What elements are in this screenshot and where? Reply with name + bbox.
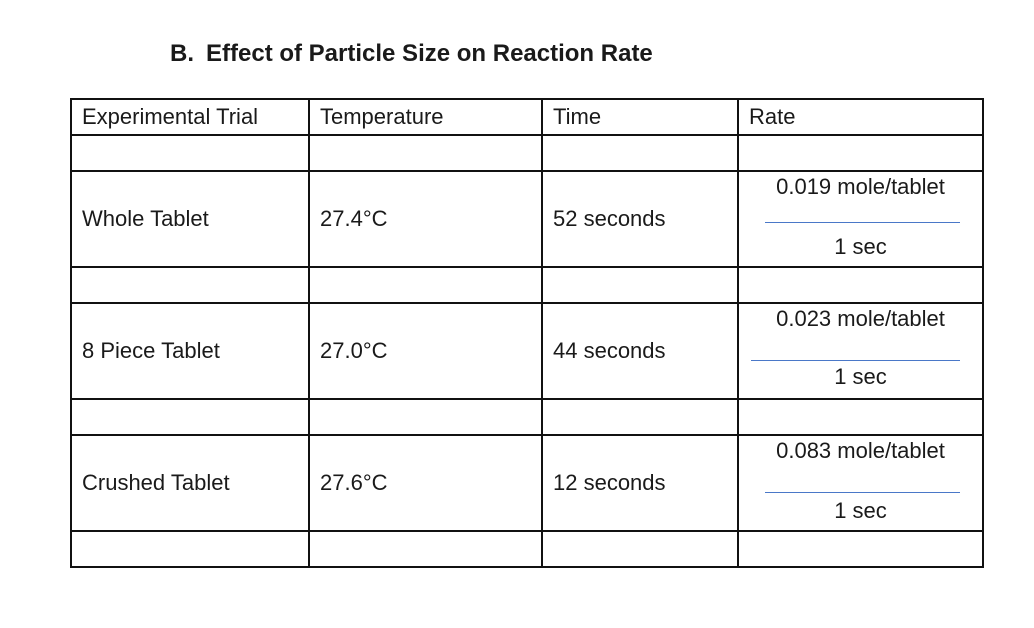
time-cell: 52 seconds xyxy=(541,170,739,268)
rate-fraction: 0.023 mole/tablet 1 sec xyxy=(749,305,972,397)
empty-cell xyxy=(737,134,984,172)
empty-cell xyxy=(737,266,984,304)
empty-cell xyxy=(308,398,543,436)
fraction-line xyxy=(751,360,960,361)
rate-numerator: 0.019 mole/tablet xyxy=(776,174,945,199)
header-temperature: Temperature xyxy=(308,98,543,136)
trial-cell: Whole Tablet xyxy=(70,170,310,268)
rate-denominator: 1 sec xyxy=(834,364,887,389)
temperature-cell: 27.4°C xyxy=(308,170,543,268)
empty-cell xyxy=(737,398,984,436)
empty-cell xyxy=(541,530,739,568)
empty-cell xyxy=(308,530,543,568)
rate-denominator: 1 sec xyxy=(834,498,887,523)
empty-cell xyxy=(541,134,739,172)
empty-cell xyxy=(308,134,543,172)
empty-cell xyxy=(70,134,310,172)
rate-numerator: 0.023 mole/tablet xyxy=(776,306,945,331)
header-rate: Rate xyxy=(737,98,984,136)
header-time: Time xyxy=(541,98,739,136)
empty-cell xyxy=(308,266,543,304)
rate-fraction: 0.019 mole/tablet 1 sec xyxy=(749,173,972,265)
table-row-whole-tablet: Whole Tablet 27.4°C 52 seconds 0.019 mol… xyxy=(70,170,984,268)
table-header-row: Experimental Trial Temperature Time Rate xyxy=(70,98,984,136)
rate-cell: 0.023 mole/tablet 1 sec xyxy=(737,302,984,400)
empty-cell xyxy=(70,266,310,304)
rate-cell: 0.083 mole/tablet 1 sec xyxy=(737,434,984,532)
time-cell: 44 seconds xyxy=(541,302,739,400)
trial-cell: Crushed Tablet xyxy=(70,434,310,532)
empty-cell xyxy=(541,398,739,436)
table-spacer-row xyxy=(70,134,984,172)
fraction-line xyxy=(765,492,960,493)
table-row-crushed-tablet: Crushed Tablet 27.6°C 12 seconds 0.083 m… xyxy=(70,434,984,532)
section-heading: B. Effect of Particle Size on Reaction Ra… xyxy=(170,40,653,68)
empty-cell xyxy=(737,530,984,568)
fraction-line xyxy=(765,222,960,223)
section-title: Effect of Particle Size on Reaction Rate xyxy=(206,40,653,67)
results-table: Experimental Trial Temperature Time Rate… xyxy=(70,98,984,568)
header-experimental-trial: Experimental Trial xyxy=(70,98,310,136)
rate-numerator: 0.083 mole/tablet xyxy=(776,438,945,463)
section-label: B. xyxy=(170,40,194,67)
empty-cell xyxy=(541,266,739,304)
trial-cell: 8 Piece Tablet xyxy=(70,302,310,400)
empty-cell xyxy=(70,398,310,436)
temperature-cell: 27.0°C xyxy=(308,302,543,400)
table-spacer-row xyxy=(70,530,984,568)
temperature-cell: 27.6°C xyxy=(308,434,543,532)
rate-cell: 0.019 mole/tablet 1 sec xyxy=(737,170,984,268)
empty-cell xyxy=(70,530,310,568)
time-cell: 12 seconds xyxy=(541,434,739,532)
rate-fraction: 0.083 mole/tablet 1 sec xyxy=(749,437,972,529)
rate-denominator: 1 sec xyxy=(834,234,887,259)
table-spacer-row xyxy=(70,398,984,436)
table-spacer-row xyxy=(70,266,984,304)
table-row-8-piece-tablet: 8 Piece Tablet 27.0°C 44 seconds 0.023 m… xyxy=(70,302,984,400)
